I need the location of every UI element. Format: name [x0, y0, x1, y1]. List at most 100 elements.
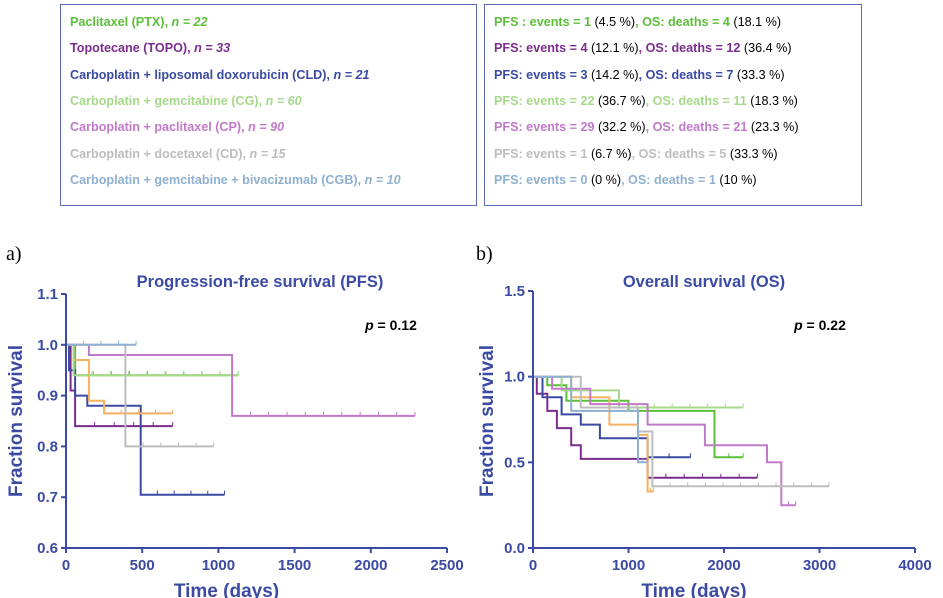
legend-outcome-text: )	[641, 93, 646, 108]
legend-treatment-name: Carboplatin + paclitaxel (CP),	[70, 120, 249, 135]
y-tick-label: 1.5	[504, 283, 525, 300]
x-axis-label: Time (days)	[641, 581, 746, 598]
legend-treatment-row: Carboplatin + docetaxel (CD), n = 15	[70, 146, 286, 162]
y-tick-label: 0.7	[37, 489, 58, 506]
legend-outcome-text: PFS: events = 0	[494, 172, 591, 187]
legend-treatment-n: n = 33	[194, 41, 231, 56]
x-tick-label: 4000	[898, 557, 931, 574]
legend-outcome-text: )	[793, 93, 798, 108]
survival-curve	[533, 375, 796, 507]
legend-treatment-n: n = 60	[265, 93, 302, 108]
legend-outcome-text: 14.2 %	[595, 67, 635, 82]
chart-title: Overall survival (OS)	[623, 273, 785, 291]
survival-curve	[533, 375, 744, 459]
legend-outcome-text: )	[616, 172, 622, 187]
legend-treatment-row: Topotecane (TOPO), n = 33	[70, 40, 230, 56]
legend-treatment-row: Carboplatin + liposomal doxorubicin (CLD…	[70, 67, 370, 83]
legend-outcome-text: , OS: deaths = 1	[621, 172, 720, 187]
legend-treatment-n: n = 21	[333, 67, 370, 82]
legend-treatment-name: Carboplatin + docetaxel (CD),	[70, 146, 250, 161]
legend-outcome-text: (	[729, 146, 735, 161]
legend-outcome-text: 12.1 %	[595, 41, 635, 56]
legend-outcome-text: (	[750, 93, 755, 108]
legend-outcome-row: PFS: events = 4 (12.1 %), OS: deaths = 1…	[494, 40, 792, 56]
legend-outcome-text: 23.3 %	[755, 120, 795, 135]
survival-curve	[533, 375, 648, 464]
chart-title: Progression-free survival (PFS)	[137, 273, 384, 291]
legend-outcome-text: , OS: deaths = 21	[645, 120, 751, 135]
legend-outcome-text: 0 %	[595, 172, 617, 187]
y-tick-label: 0.6	[37, 540, 58, 557]
legend-outcome-text: )	[641, 120, 646, 135]
legend-treatment-name: Paclitaxel (PTX),	[70, 15, 172, 29]
x-tick-label: 2500	[430, 557, 463, 574]
legend-outcome-text: PFS: events = 4	[494, 41, 591, 56]
legend-outcome-text: )	[634, 41, 639, 56]
legend-outcome-text: , OS: deaths = 11	[645, 93, 751, 108]
legend-outcome-text: )	[776, 15, 782, 29]
legend-outcome-text: PFS: events = 29	[494, 120, 598, 135]
legend-outcome-text: PFS: events = 22	[494, 93, 598, 108]
legend-treatment-n: n = 22	[171, 15, 208, 29]
legend-outcome-text: (	[743, 41, 749, 56]
legend-outcome-text: 18.1 %	[737, 15, 777, 29]
x-tick-label: 1000	[612, 557, 645, 574]
legend-treatment-row: Carboplatin + paclitaxel (CP), n = 90	[70, 119, 284, 135]
x-tick-label: 3000	[803, 557, 836, 574]
p-value-annotation: p = 0.22	[793, 317, 846, 333]
legend-outcome-text: , OS: deaths = 7	[638, 67, 737, 82]
legend-outcome-row: PFS: events = 3 (14.2 %), OS: deaths = 7…	[494, 67, 785, 83]
legend-outcome-text: , OS: deaths = 4	[635, 15, 734, 29]
legend-outcome-text: (	[597, 93, 603, 108]
y-tick-label: 0.9	[37, 388, 58, 405]
legend-outcome-text: PFS: events = 3	[494, 67, 591, 82]
legend-outcome-text: 10 %	[723, 172, 753, 187]
x-tick-label: 0	[529, 557, 537, 574]
p-value-annotation: p = 0.12	[364, 317, 417, 333]
legend-outcome-text: 6.7 %	[595, 146, 628, 161]
legend-outcome-text: (	[750, 120, 756, 135]
legend-treatment-n: n = 90	[248, 120, 285, 135]
x-tick-label: 1000	[202, 557, 235, 574]
legend-outcome-row: PFS: events = 22 (36.7 %), OS: deaths = …	[494, 93, 798, 109]
legend-outcome-text: (	[590, 67, 596, 82]
panel-label-b: b)	[476, 243, 493, 265]
y-tick-label: 1.0	[37, 337, 58, 354]
y-tick-label: 0.0	[504, 540, 525, 557]
legend-outcome-row: PFS: events = 0 (0 %), OS: deaths = 1 (1…	[494, 172, 757, 188]
survival-curve	[533, 375, 744, 409]
legend-outcome-text: (	[590, 41, 596, 56]
legend-outcome-text: (	[736, 67, 742, 82]
legend-outcome-text: , OS: deaths = 5	[631, 146, 730, 161]
y-axis-label: Fraction survival	[6, 345, 27, 497]
survival-curve	[66, 343, 225, 496]
legend-outcome-row: PFS : events = 1 (4.5 %), OS: deaths = 4…	[494, 14, 781, 30]
y-tick-label: 0.8	[37, 438, 58, 455]
legend-outcome-text: )	[794, 120, 799, 135]
y-tick-label: 1.1	[37, 286, 58, 303]
survival-curve	[533, 375, 654, 493]
legend-treatment-n: n = 10	[364, 172, 401, 187]
legend-outcome-text: PFS: events = 1	[494, 146, 591, 161]
legend-outcome-text: (	[597, 120, 603, 135]
legend-treatment-row: Carboplatin + gemcitabine (CG), n = 60	[70, 93, 302, 109]
panel-label-a: a)	[6, 243, 22, 265]
legend-outcome-text: 33.3 %	[741, 67, 781, 82]
legend-treatment-row: Carboplatin + gemcitabine + bivacizumab …	[70, 172, 401, 188]
legend-outcome-text: )	[752, 172, 757, 187]
legend-outcome-text: (	[590, 172, 596, 187]
legend-outcome-text: )	[630, 15, 636, 29]
legend-outcome-row: PFS: events = 29 (32.2 %), OS: deaths = …	[494, 119, 799, 135]
y-tick-label: 1.0	[504, 369, 525, 386]
legend-outcome-row: PFS: events = 1 (6.7 %), OS: deaths = 5 …	[494, 146, 778, 162]
x-tick-label: 500	[130, 557, 155, 574]
x-tick-label: 2000	[707, 557, 740, 574]
legend-outcomes-box: PFS : events = 1 (4.5 %), OS: deaths = 4…	[484, 4, 862, 206]
legend-treatment-name: Carboplatin + gemcitabine + bivacizumab …	[70, 172, 365, 187]
legend-outcome-text: 33.3 %	[734, 146, 774, 161]
legend-outcome-text: )	[634, 67, 639, 82]
legend-outcome-text: )	[773, 146, 778, 161]
legend-outcome-text: (	[733, 15, 738, 29]
legend-outcome-text: 36.7 %	[602, 93, 642, 108]
